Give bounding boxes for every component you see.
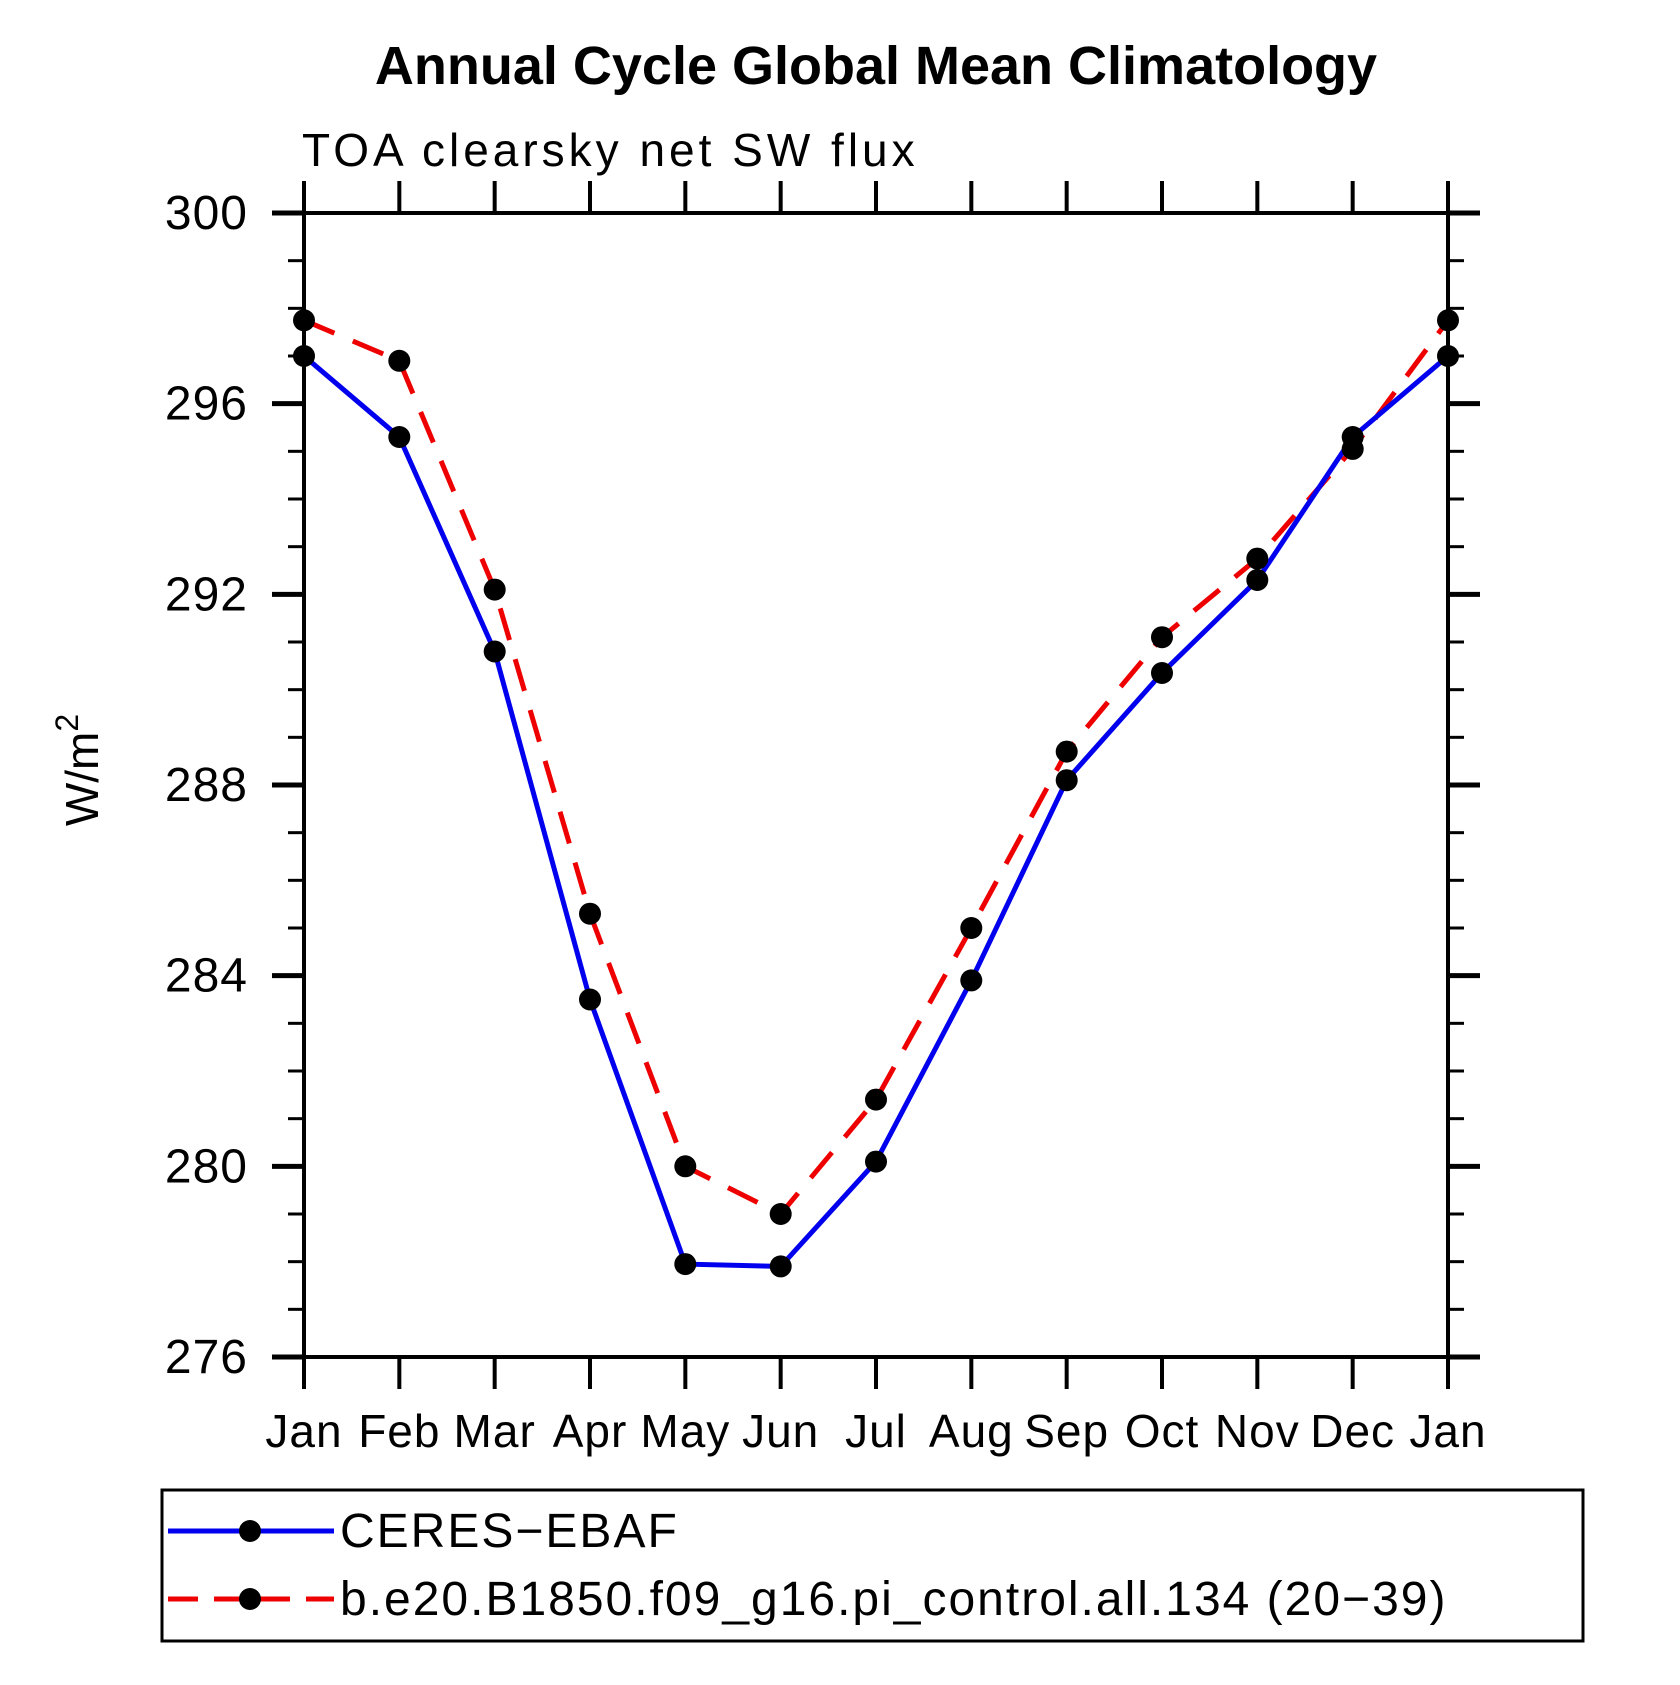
series-line-0 (302, 354, 1450, 1269)
legend-box (160, 1488, 1585, 1643)
axes-frame (274, 183, 1478, 1387)
series-1-marker (1246, 547, 1269, 570)
y-tick-label: 284 (165, 950, 248, 1003)
series-1-marker (1151, 626, 1173, 649)
series-0-marker (960, 969, 983, 992)
y-tick-label: 296 (165, 378, 248, 431)
month-label: Dec (1310, 1405, 1395, 1457)
y-tick-label: 300 (165, 187, 248, 240)
series-1-marker (674, 1155, 697, 1178)
month-label: Aug (929, 1405, 1014, 1457)
series-0-marker (769, 1255, 792, 1278)
series-1-marker (960, 917, 983, 939)
legend-sample-marker-0 (239, 1520, 261, 1542)
chart-subtitle: TOA clearsky net SW flux (302, 124, 919, 176)
month-label: Nov (1215, 1405, 1300, 1457)
month-label: Mar (454, 1405, 536, 1457)
series-line-1 (303, 317, 1451, 1218)
month-label: Jan (1409, 1405, 1486, 1457)
month-label: Oct (1125, 1405, 1200, 1457)
axis-ticks (272, 181, 1480, 1389)
series-0-marker (1055, 769, 1078, 792)
legend: CERES−EBAF b.e20.B1850.f09_g16.pi_control… (160, 1488, 1585, 1643)
series-1-marker (1437, 309, 1459, 332)
series-0-marker (483, 640, 506, 663)
series-0-marker (388, 426, 411, 448)
legend-sample-marker-1 (239, 1588, 261, 1610)
month-label: Jan (265, 1405, 342, 1457)
y-tick-label: 280 (165, 1140, 248, 1193)
series-0-marker (1437, 345, 1459, 367)
legend-entry-label-1: b.e20.B1850.f09_g16.pi_control.all.134 (… (340, 1573, 1447, 1626)
axis-labels: 276 280 284 288 292 296 300 Jan Feb Mar Apr May Jun J… (49, 187, 1486, 1457)
data-series (293, 309, 1459, 1278)
y-axis-title: W/m2 (49, 714, 108, 826)
month-label: Jul (845, 1405, 907, 1457)
series-1-marker (388, 349, 411, 372)
month-label: Apr (553, 1405, 628, 1457)
series-1-marker (1341, 437, 1364, 460)
month-label: Jun (742, 1405, 819, 1457)
y-tick-label: 288 (165, 759, 248, 812)
series-1-marker (769, 1203, 792, 1225)
series-0-marker (293, 345, 315, 367)
month-label: Sep (1024, 1405, 1109, 1457)
series-1-marker (483, 578, 506, 601)
month-label: Feb (358, 1405, 440, 1457)
series-0-marker (1246, 569, 1269, 591)
series-1-marker (1055, 740, 1078, 763)
y-tick-label: 292 (165, 568, 248, 621)
series-1-marker (579, 902, 601, 925)
series-0-marker (1151, 662, 1173, 684)
series-0-marker (674, 1253, 697, 1276)
month-label: May (640, 1405, 730, 1457)
legend-entry-label-0: CERES−EBAF (340, 1505, 679, 1558)
chart-title: Annual Cycle Global Mean Climatology (375, 36, 1377, 96)
series-0-marker (865, 1150, 887, 1173)
series-0-marker (579, 988, 601, 1011)
y-tick-label: 276 (165, 1331, 248, 1384)
series-1-marker (293, 309, 315, 332)
series-1-marker (865, 1088, 887, 1111)
